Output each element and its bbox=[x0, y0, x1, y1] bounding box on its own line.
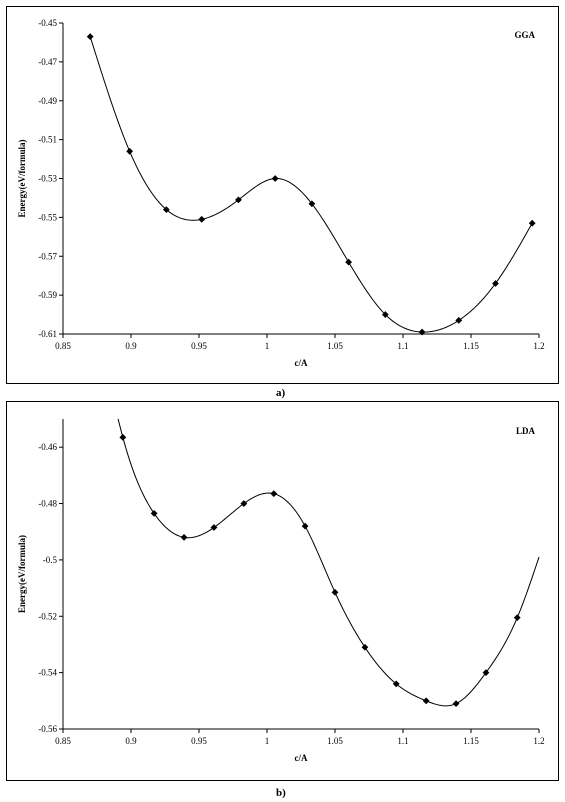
data-point bbox=[271, 175, 279, 182]
data-point bbox=[150, 510, 158, 517]
x-axis-label: c/A bbox=[295, 358, 308, 368]
series-label: LDA bbox=[516, 426, 536, 436]
lda-chart-svg: 0.85 0.9 0.95 1 1.05 1.1 1.15 1.2 -0.46 -0.48 -0.5… bbox=[17, 419, 545, 763]
x-tick-label: 0.85 bbox=[55, 736, 71, 746]
data-point bbox=[126, 147, 134, 155]
data-point bbox=[235, 196, 242, 204]
data-point bbox=[301, 522, 309, 530]
x-axis-label: c/A bbox=[295, 753, 308, 763]
y-tick-label: -0.57 bbox=[38, 251, 57, 261]
lda-caption: b) bbox=[276, 787, 286, 799]
x-tick-label: 1.2 bbox=[533, 341, 544, 351]
y-tick-label: -0.61 bbox=[38, 329, 57, 339]
gga-chart-panel: 0.85 0.9 0.95 1 1.05 1.1 1.15 1.2 -0.45 -0.47 -0.4… bbox=[6, 6, 559, 384]
x-tick-label: 1.15 bbox=[463, 341, 479, 351]
data-point bbox=[492, 280, 499, 287]
y-tick-label: -0.45 bbox=[38, 18, 57, 28]
y-tick-label: -0.54 bbox=[38, 668, 57, 678]
y-tick-label: -0.59 bbox=[38, 290, 57, 300]
lda-chart-panel: 0.85 0.9 0.95 1 1.05 1.1 1.15 1.2 -0.46 -0.48 -0.5… bbox=[6, 401, 559, 781]
x-tick-label: 1.1 bbox=[397, 341, 408, 351]
x-tick-label: 0.9 bbox=[125, 736, 137, 746]
y-axis-label: Energy(eV/formula) bbox=[17, 535, 27, 613]
x-tick-label: 1.05 bbox=[327, 341, 343, 351]
y-tick-label: -0.46 bbox=[38, 442, 57, 452]
fit-curve bbox=[117, 419, 540, 707]
data-point bbox=[308, 200, 316, 208]
x-tick-label: 1.1 bbox=[397, 736, 408, 746]
gga-caption: a) bbox=[276, 387, 286, 399]
data-point bbox=[392, 680, 400, 688]
data-point bbox=[528, 219, 536, 227]
x-tick-label: 1.05 bbox=[327, 736, 343, 746]
x-tick-label: 0.85 bbox=[55, 341, 71, 351]
x-tick-label: 1 bbox=[265, 341, 270, 351]
x-tick-label: 0.9 bbox=[125, 341, 137, 351]
x-tick-label: 0.95 bbox=[191, 341, 207, 351]
data-point bbox=[180, 533, 188, 541]
data-point bbox=[198, 215, 206, 223]
x-tick-label: 1 bbox=[265, 736, 270, 746]
data-point bbox=[240, 500, 248, 507]
y-tick-label: -0.53 bbox=[38, 174, 57, 184]
x-tick-label: 0.95 bbox=[191, 736, 207, 746]
gga-chart-svg: 0.85 0.9 0.95 1 1.05 1.1 1.15 1.2 -0.45 -0.47 -0.4… bbox=[17, 18, 545, 368]
x-tick-label: 1.15 bbox=[463, 736, 479, 746]
y-axis-label: Energy(eV/formula) bbox=[17, 140, 27, 218]
y-tick-label: -0.47 bbox=[38, 57, 57, 67]
data-point bbox=[162, 206, 170, 213]
data-point bbox=[210, 524, 218, 531]
data-point bbox=[455, 316, 463, 324]
data-point bbox=[452, 700, 460, 708]
data-point bbox=[119, 433, 127, 441]
data-point bbox=[418, 328, 426, 336]
y-tick-label: -0.51 bbox=[38, 135, 57, 145]
y-tick-label: -0.55 bbox=[38, 212, 57, 222]
y-tick-label: -0.56 bbox=[38, 724, 57, 734]
y-tick-label: -0.48 bbox=[38, 499, 57, 509]
data-point bbox=[422, 697, 430, 705]
data-point bbox=[513, 614, 521, 622]
series-label: GGA bbox=[514, 30, 535, 40]
y-tick-label: -0.52 bbox=[38, 611, 57, 621]
data-point bbox=[345, 258, 352, 266]
data-point bbox=[270, 490, 278, 498]
data-point bbox=[482, 669, 490, 677]
data-point bbox=[331, 588, 339, 596]
y-tick-label: -0.49 bbox=[38, 96, 57, 106]
x-tick-label: 1.2 bbox=[533, 736, 544, 746]
data-point bbox=[361, 643, 369, 651]
fit-curve bbox=[89, 36, 533, 333]
data-point bbox=[86, 33, 94, 41]
y-tick-label: -0.5 bbox=[43, 555, 58, 565]
data-point bbox=[381, 311, 389, 318]
